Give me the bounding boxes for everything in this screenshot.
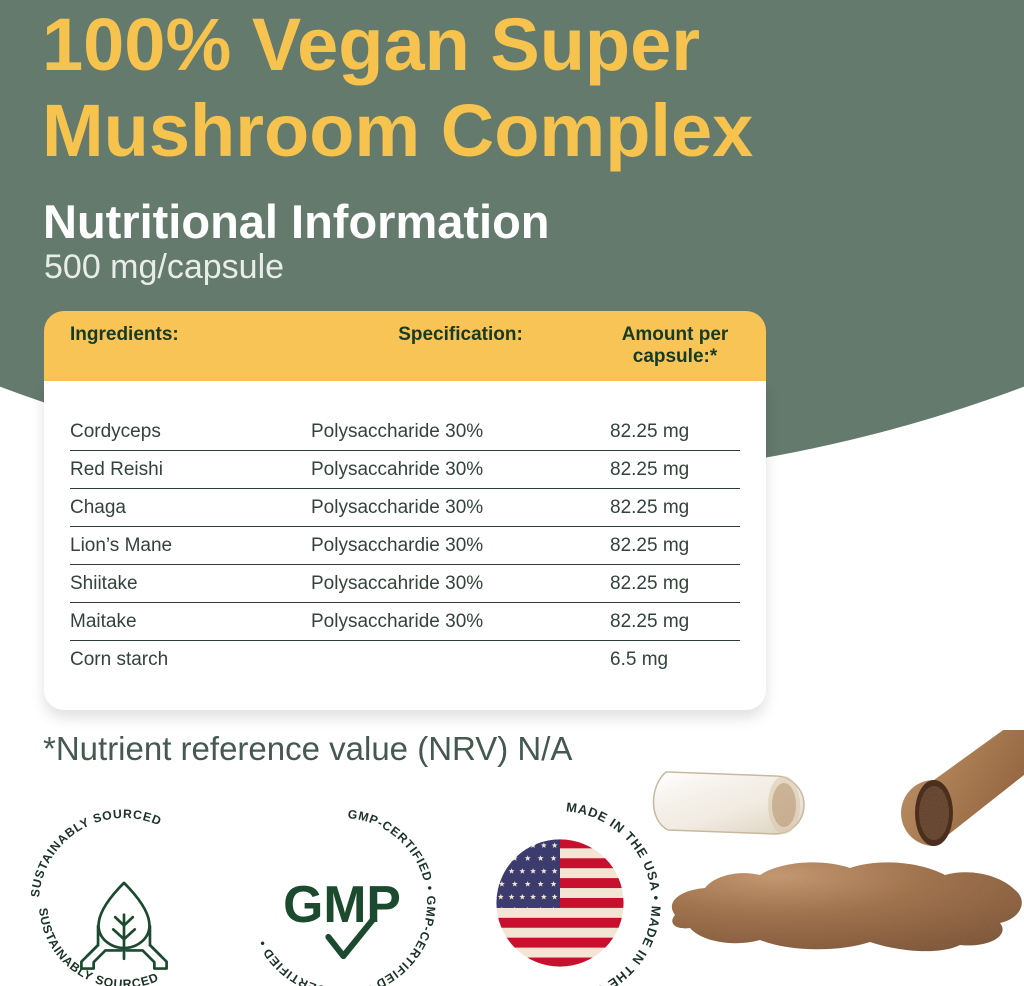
- svg-text:GMP: GMP: [283, 875, 401, 933]
- svg-text:SUSTAINABLY SOURCED: SUSTAINABLY SOURCED: [28, 807, 164, 898]
